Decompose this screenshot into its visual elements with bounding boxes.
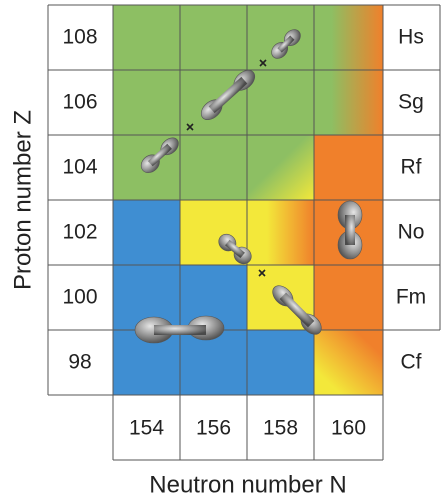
- element-label: Sg: [398, 91, 424, 114]
- grid: [47, 4, 441, 461]
- z-label: 102: [62, 221, 97, 244]
- x-axis-label: Neutron number N: [149, 471, 346, 498]
- element-label: No: [398, 221, 425, 244]
- cells: [113, 5, 383, 395]
- z-label: 104: [62, 156, 97, 179]
- z-label: 98: [68, 351, 91, 374]
- nuclear-shapes: [134, 29, 363, 344]
- crosses: [186, 59, 267, 277]
- z-label: 108: [62, 26, 97, 49]
- element-label: Cf: [401, 351, 422, 374]
- element-label: Rf: [401, 156, 422, 179]
- z-label: 100: [62, 286, 97, 309]
- element-label: Hs: [398, 26, 424, 49]
- n-label: 154: [129, 417, 164, 440]
- n-label: 156: [196, 417, 231, 440]
- element-label: Fm: [396, 286, 426, 309]
- n-label: 158: [263, 417, 298, 440]
- z-label: 106: [62, 91, 97, 114]
- labels: 108 Hs 106 Sg 104 Rf 102 No 100 Fm 98 Cf 154 156 158 16…: [62, 26, 426, 440]
- y-axis-label: Proton number Z: [9, 110, 36, 290]
- n-label: 160: [331, 417, 366, 440]
